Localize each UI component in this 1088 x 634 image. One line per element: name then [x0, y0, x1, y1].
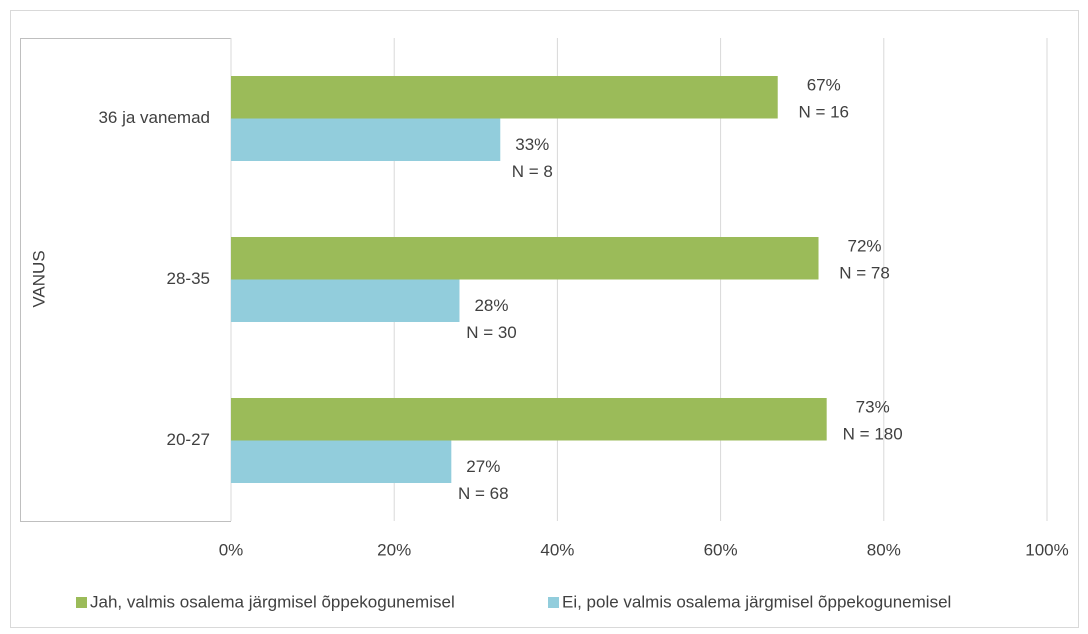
- y-axis-title: VANUS: [29, 250, 48, 307]
- data-label: 72%: [848, 236, 882, 255]
- x-tick-label: 0%: [219, 540, 244, 559]
- data-label: N = 16: [798, 102, 849, 121]
- data-label: 67%: [807, 75, 841, 94]
- y-tick-label: 28-35: [167, 269, 210, 288]
- x-tick-label: 60%: [704, 540, 738, 559]
- data-label: N = 8: [512, 162, 553, 181]
- bar: [231, 76, 778, 119]
- bar: [231, 398, 827, 441]
- legend-label: Jah, valmis osalema järgmisel õppekogune…: [90, 592, 455, 611]
- data-label: 73%: [856, 397, 890, 416]
- bar: [231, 440, 452, 483]
- x-tick-label: 40%: [540, 540, 574, 559]
- bar: [231, 279, 460, 322]
- y-tick-label: 20-27: [167, 430, 210, 449]
- y-tick-label: 36 ja vanemad: [98, 108, 210, 127]
- data-label: N = 30: [466, 323, 517, 342]
- x-tick-label: 80%: [867, 540, 901, 559]
- data-label: 27%: [466, 457, 500, 476]
- bar: [231, 237, 819, 280]
- legend-swatch: [76, 597, 87, 608]
- data-label: N = 68: [458, 484, 509, 503]
- category-axis: [20, 38, 231, 522]
- x-tick-label: 20%: [377, 540, 411, 559]
- data-label: 28%: [474, 296, 508, 315]
- legend-label: Ei, pole valmis osalema järgmisel õppeko…: [562, 592, 951, 611]
- x-tick-label: 100%: [1025, 540, 1068, 559]
- data-label: N = 78: [839, 263, 890, 282]
- legend-swatch: [548, 597, 559, 608]
- data-label: 33%: [515, 135, 549, 154]
- bar: [231, 118, 501, 161]
- data-label: N = 180: [843, 424, 903, 443]
